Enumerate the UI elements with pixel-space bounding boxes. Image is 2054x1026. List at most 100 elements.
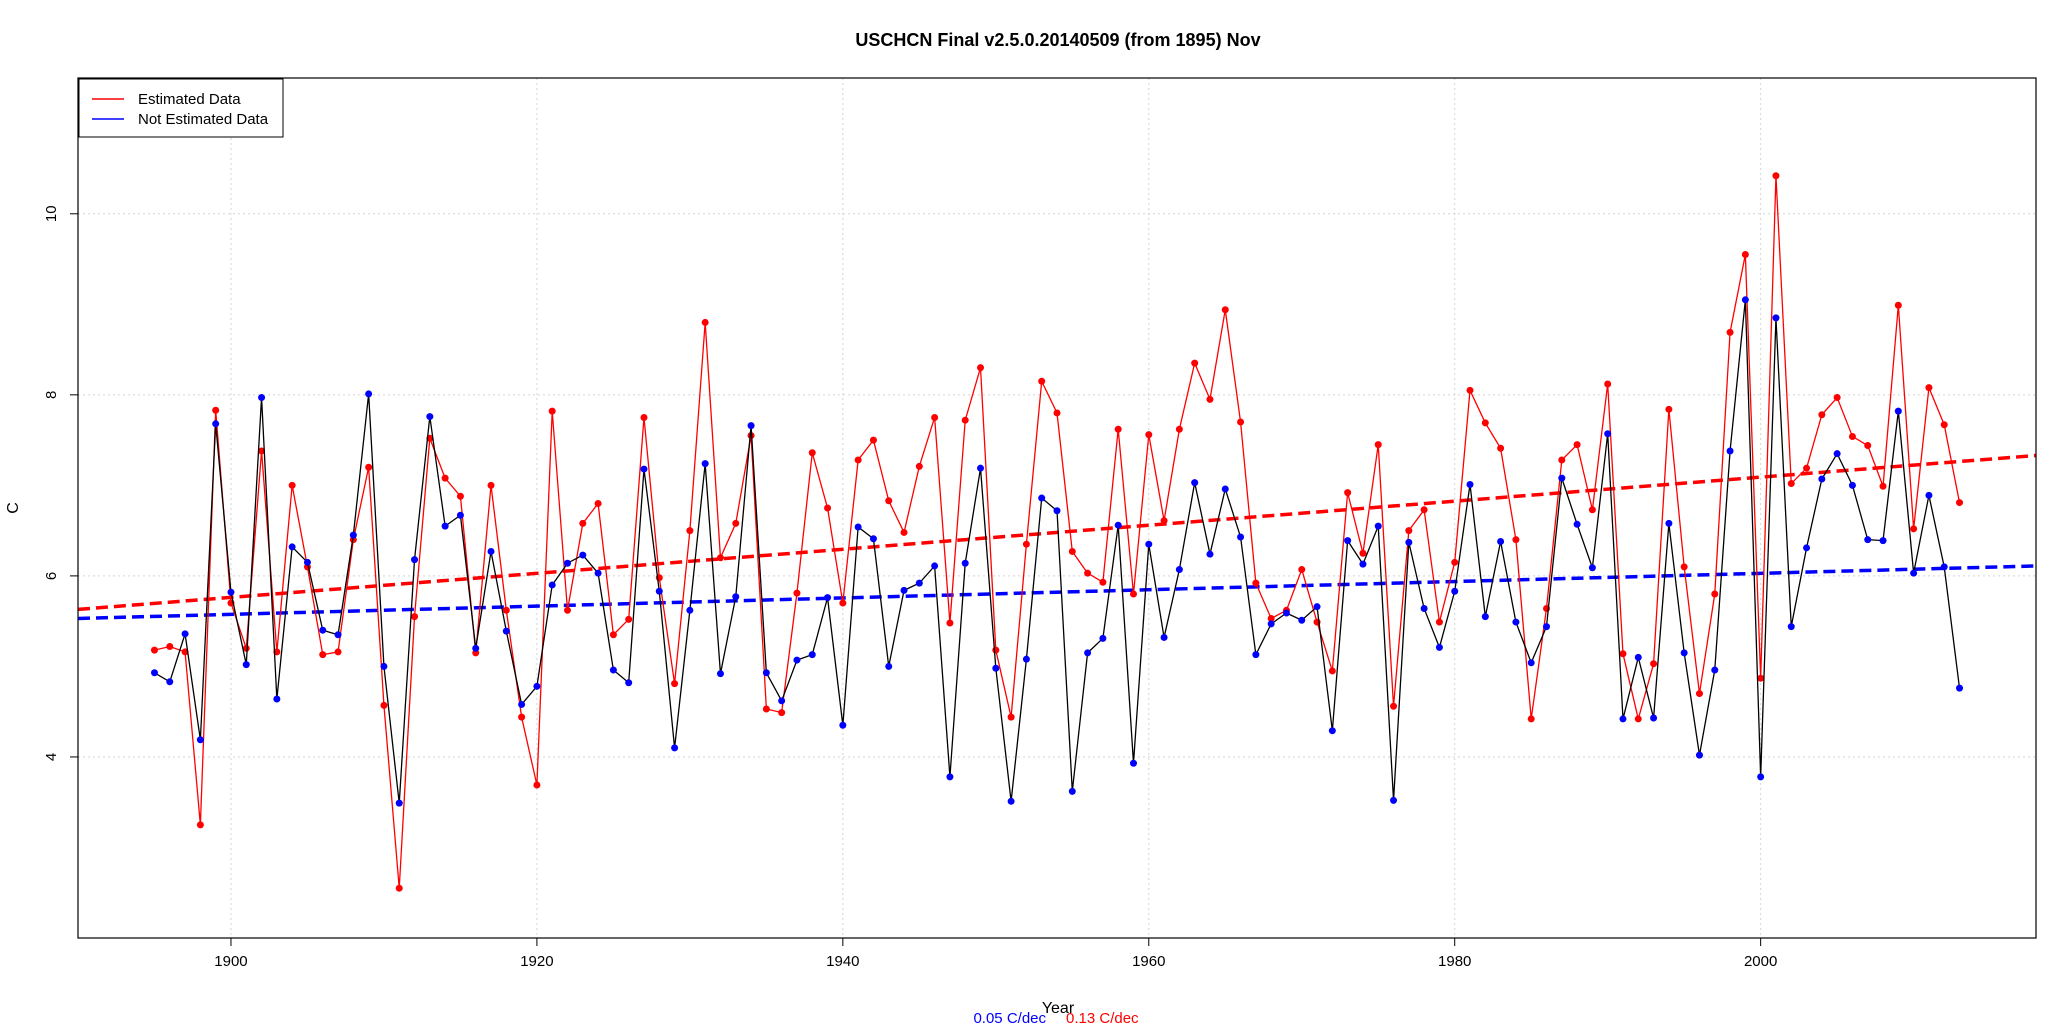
not-estimated-point: [992, 664, 1000, 672]
not-estimated-point: [854, 523, 862, 531]
not-estimated-point: [946, 773, 954, 781]
estimated-point: [288, 481, 296, 489]
estimated-point: [1099, 578, 1107, 586]
not-estimated-point: [273, 695, 281, 703]
estimated-point: [258, 447, 266, 455]
not-estimated-point: [1191, 479, 1199, 487]
not-estimated-point: [1221, 485, 1229, 493]
not-estimated-point: [212, 420, 220, 428]
not-estimated-point: [1726, 447, 1734, 455]
not-estimated-point: [1558, 474, 1566, 482]
not-estimated-point: [655, 587, 663, 595]
estimated-point: [1252, 579, 1260, 587]
estimated-point: [1527, 715, 1535, 723]
not-estimated-point: [977, 464, 985, 472]
not-estimated-point: [839, 721, 847, 729]
estimated-point: [1129, 590, 1137, 598]
not-estimated-point: [456, 511, 464, 519]
footer-red-trend: 0.13 C/dec: [1066, 1010, 1139, 1026]
not-estimated-point: [1680, 649, 1688, 657]
estimated-point: [1206, 395, 1214, 403]
estimated-point: [931, 413, 939, 421]
estimated-point: [808, 449, 816, 457]
estimated-point: [1221, 306, 1229, 314]
not-estimated-point: [319, 626, 327, 634]
not-estimated-point: [1374, 522, 1382, 530]
not-estimated-point: [1772, 314, 1780, 322]
not-estimated-point: [1879, 537, 1887, 545]
estimated-point: [242, 644, 250, 652]
not-estimated-point: [671, 744, 679, 752]
not-estimated-point: [579, 551, 587, 559]
not-estimated-point: [1099, 634, 1107, 642]
x-tick-label: 1900: [214, 953, 247, 970]
not-estimated-point: [1129, 759, 1137, 767]
estimated-point: [992, 646, 1000, 654]
not-estimated-point: [1711, 666, 1719, 674]
not-estimated-point: [1282, 609, 1290, 617]
x-tick-label: 1980: [1438, 953, 1471, 970]
estimated-point: [533, 781, 541, 789]
estimated-point: [1604, 380, 1612, 388]
not-estimated-point: [533, 682, 541, 690]
not-estimated-series: [150, 296, 1964, 807]
not-estimated-point: [166, 678, 174, 686]
estimated-point: [885, 497, 893, 505]
not-estimated-point: [1390, 796, 1398, 804]
estimated-point: [1894, 301, 1902, 309]
not-estimated-point: [1435, 643, 1443, 651]
estimated-point: [793, 589, 801, 597]
not-estimated-point: [227, 588, 235, 596]
estimated-point: [1848, 432, 1856, 440]
not-estimated-point: [1894, 407, 1902, 415]
not-estimated-point: [1803, 544, 1811, 552]
not-estimated-point: [1588, 564, 1596, 572]
estimated-point: [212, 406, 220, 414]
not-estimated-point: [1007, 797, 1015, 805]
not-estimated-point: [686, 606, 694, 614]
estimated-point: [1588, 506, 1596, 514]
not-estimated-point: [1160, 633, 1168, 641]
not-estimated-point: [594, 569, 602, 577]
not-estimated-point: [1787, 623, 1795, 631]
y-axis: 4 6 8 10: [43, 205, 78, 761]
not-estimated-point: [1665, 519, 1673, 527]
estimated-point: [1390, 702, 1398, 710]
not-estimated-point: [625, 679, 633, 687]
y-axis-label: C: [5, 502, 22, 514]
not-estimated-point: [931, 562, 939, 570]
estimated-point: [1818, 411, 1826, 419]
not-estimated-point: [1344, 537, 1352, 545]
not-estimated-point: [1497, 537, 1505, 545]
estimated-point: [1787, 480, 1795, 488]
estimated-point: [1512, 536, 1520, 544]
estimated-point: [1145, 431, 1153, 439]
estimated-point: [150, 646, 158, 654]
estimated-point: [1833, 394, 1841, 402]
not-estimated-point: [1206, 550, 1214, 558]
estimated-point: [1665, 405, 1673, 413]
estimated-point: [839, 599, 847, 607]
estimated-point: [1711, 590, 1719, 598]
y-tick-label: 4: [43, 753, 60, 761]
not-estimated-line: [154, 299, 1961, 804]
x-tick-label: 2000: [1744, 953, 1777, 970]
estimated-point: [716, 554, 724, 562]
estimated-point: [1573, 441, 1581, 449]
estimated-point: [1879, 482, 1887, 490]
estimated-point: [1695, 690, 1703, 698]
estimated-point: [1634, 715, 1642, 723]
estimated-point: [1022, 540, 1030, 548]
not-estimated-point: [1604, 430, 1612, 438]
not-estimated-point: [349, 531, 357, 539]
estimated-point: [1803, 464, 1811, 472]
not-estimated-point: [288, 543, 296, 551]
estimated-point: [1405, 527, 1413, 535]
y-tick-label: 8: [43, 391, 60, 399]
not-estimated-point: [1022, 655, 1030, 663]
legend-box: [78, 78, 284, 138]
estimated-series: [150, 172, 1964, 892]
estimated-point: [564, 606, 571, 614]
estimated-point: [854, 456, 862, 464]
